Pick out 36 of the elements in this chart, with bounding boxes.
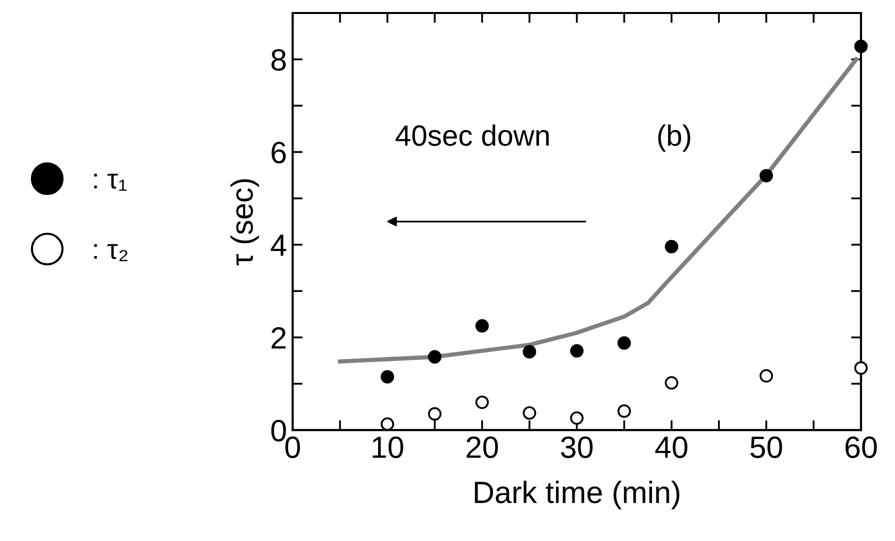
point <box>854 361 868 375</box>
point <box>428 350 442 364</box>
y-tick-label: 2 <box>272 327 286 348</box>
point <box>380 417 394 431</box>
annotation: (b) <box>658 124 690 152</box>
x-tick-label: 60 <box>846 436 877 458</box>
point <box>475 319 489 333</box>
point <box>380 370 394 384</box>
point <box>760 168 773 182</box>
point <box>854 40 868 54</box>
x-tick-label: 20 <box>466 436 498 458</box>
y-tick-label: 6 <box>272 142 286 164</box>
x-tick-label: 50 <box>750 436 782 458</box>
point <box>428 407 442 421</box>
x-tick-label: 10 <box>372 436 404 458</box>
point <box>664 376 678 390</box>
point <box>617 336 631 350</box>
y-tick-label: 0 <box>271 420 286 442</box>
x-tick-label: 40 <box>655 436 688 458</box>
legend-label: : τ₁ <box>94 174 127 191</box>
x-tick-label: 30 <box>561 436 593 458</box>
point <box>570 344 584 358</box>
point <box>570 411 584 425</box>
point <box>522 406 536 420</box>
legend-label: : τ₂ <box>94 244 128 262</box>
y-tick-label: 8 <box>271 49 286 71</box>
y-axis-title: τ (sec) <box>230 179 259 266</box>
point <box>475 396 489 410</box>
y-tick-label: 4 <box>270 234 286 256</box>
annotation: 40sec down <box>396 124 549 146</box>
point <box>760 369 773 383</box>
x-axis-title: Dark time (min) <box>474 480 680 510</box>
point <box>617 404 631 418</box>
point <box>664 240 678 254</box>
point <box>522 345 536 358</box>
line-series <box>338 57 858 364</box>
